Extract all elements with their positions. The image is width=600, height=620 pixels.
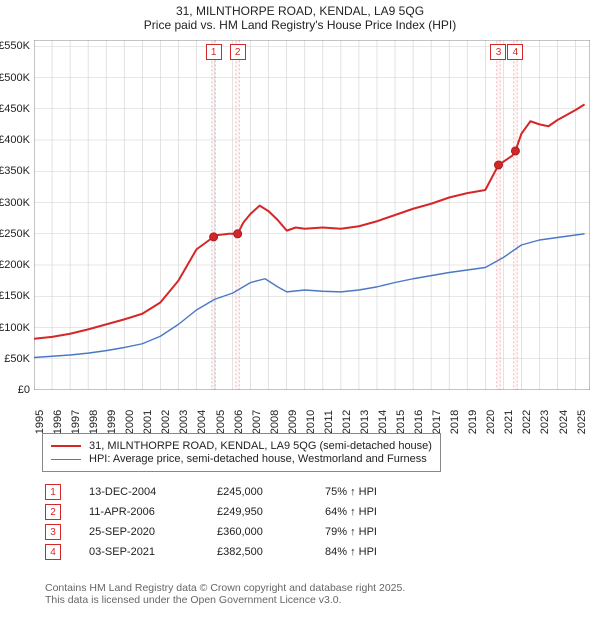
sale-marker-1: 1 <box>206 44 222 60</box>
y-tick-label: £350K <box>0 165 30 177</box>
x-tick-label: 2006 <box>233 410 245 434</box>
legend-swatch <box>51 445 81 447</box>
x-tick-label: 2016 <box>413 410 425 434</box>
x-tick-label: 2017 <box>431 410 443 434</box>
legend-swatch <box>51 459 81 460</box>
sale-delta: 64% ↑ HPI <box>325 506 377 518</box>
sale-delta: 79% ↑ HPI <box>325 526 377 538</box>
x-tick-label: 2015 <box>395 410 407 434</box>
sale-row: 1 13-DEC-2004 £245,000 75% ↑ HPI <box>45 484 377 500</box>
y-axis-labels: £0£50K£100K£150K£200K£250K£300K£350K£400… <box>0 40 32 390</box>
x-tick-label: 1999 <box>106 410 118 434</box>
y-tick-label: £150K <box>0 290 30 302</box>
footer: Contains HM Land Registry data © Crown c… <box>45 582 405 606</box>
chart-area: 12 34 <box>34 40 590 390</box>
x-tick-label: 2000 <box>124 410 136 434</box>
x-tick-label: 2008 <box>269 410 281 434</box>
x-tick-label: 2002 <box>160 410 172 434</box>
sale-marker-2: 2 <box>230 44 246 60</box>
footer-line-2: This data is licensed under the Open Gov… <box>45 594 405 606</box>
sale-price: £382,500 <box>217 546 297 558</box>
chart-root: 31, MILNTHORPE ROAD, KENDAL, LA9 5QG Pri… <box>0 0 600 620</box>
y-tick-label: £500K <box>0 72 30 84</box>
x-tick-label: 1996 <box>52 410 64 434</box>
sale-marker-box: 4 <box>45 544 61 560</box>
sale-row: 4 03-SEP-2021 £382,500 84% ↑ HPI <box>45 544 377 560</box>
sale-price: £245,000 <box>217 486 297 498</box>
x-tick-label: 2014 <box>377 410 389 434</box>
y-tick-label: £0 <box>18 384 30 396</box>
x-tick-label: 2005 <box>215 410 227 434</box>
x-tick-label: 2019 <box>467 410 479 434</box>
x-tick-label: 2022 <box>521 410 533 434</box>
x-tick-label: 2018 <box>449 410 461 434</box>
x-tick-label: 2012 <box>341 410 353 434</box>
x-tick-label: 2020 <box>485 410 497 434</box>
x-tick-label: 2003 <box>178 410 190 434</box>
x-tick-label: 2011 <box>323 410 335 434</box>
title-line-2: Price paid vs. HM Land Registry's House … <box>0 18 600 32</box>
x-tick-label: 1998 <box>88 410 100 434</box>
x-tick-label: 2023 <box>539 410 551 434</box>
x-tick-label: 2009 <box>287 410 299 434</box>
legend-label: HPI: Average price, semi-detached house,… <box>89 453 427 465</box>
chart-svg <box>34 40 590 390</box>
legend-row: 31, MILNTHORPE ROAD, KENDAL, LA9 5QG (se… <box>51 440 432 452</box>
footer-line-1: Contains HM Land Registry data © Crown c… <box>45 582 405 594</box>
y-tick-label: £200K <box>0 259 30 271</box>
sales-table: 1 13-DEC-2004 £245,000 75% ↑ HPI 2 11-APR-200… <box>45 480 377 564</box>
legend-row: HPI: Average price, semi-detached house,… <box>51 453 432 465</box>
x-tick-label: 2025 <box>576 410 588 434</box>
sale-row: 3 25-SEP-2020 £360,000 79% ↑ HPI <box>45 524 377 540</box>
y-tick-label: £450K <box>0 103 30 115</box>
y-tick-label: £250K <box>0 228 30 240</box>
sale-marker-3: 3 <box>490 44 506 60</box>
x-axis-labels: 1995 1996 1997 1998 1999 2000 2001 2002 2003 2004… <box>34 392 590 432</box>
x-tick-label: 2007 <box>251 410 263 434</box>
y-tick-label: £100K <box>0 322 30 334</box>
sale-date: 11-APR-2006 <box>89 506 189 518</box>
sale-marker-box: 2 <box>45 504 61 520</box>
x-tick-label: 2001 <box>142 410 154 434</box>
x-tick-label: 1997 <box>70 410 82 434</box>
x-tick-label: 2010 <box>305 410 317 434</box>
x-tick-label: 2021 <box>503 410 515 434</box>
sale-delta: 75% ↑ HPI <box>325 486 377 498</box>
x-tick-label: 2004 <box>196 410 208 434</box>
sale-delta: 84% ↑ HPI <box>325 546 377 558</box>
sale-marker-box: 3 <box>45 524 61 540</box>
x-tick-label: 1995 <box>34 410 46 434</box>
x-tick-label: 2024 <box>558 410 570 434</box>
y-tick-label: £400K <box>0 134 30 146</box>
legend: 31, MILNTHORPE ROAD, KENDAL, LA9 5QG (se… <box>42 433 441 472</box>
sale-price: £360,000 <box>217 526 297 538</box>
legend-label: 31, MILNTHORPE ROAD, KENDAL, LA9 5QG (se… <box>89 440 432 452</box>
sale-price: £249,950 <box>217 506 297 518</box>
x-tick-label: 2013 <box>359 410 371 434</box>
sale-date: 03-SEP-2021 <box>89 546 189 558</box>
sale-date: 13-DEC-2004 <box>89 486 189 498</box>
sale-marker-box: 1 <box>45 484 61 500</box>
sale-marker-4: 4 <box>507 44 523 60</box>
sale-date: 25-SEP-2020 <box>89 526 189 538</box>
sale-row: 2 11-APR-2006 £249,950 64% ↑ HPI <box>45 504 377 520</box>
title-line-1: 31, MILNTHORPE ROAD, KENDAL, LA9 5QG <box>0 0 600 18</box>
y-tick-label: £50K <box>4 353 30 365</box>
y-tick-label: £300K <box>0 197 30 209</box>
y-tick-label: £550K <box>0 40 30 52</box>
